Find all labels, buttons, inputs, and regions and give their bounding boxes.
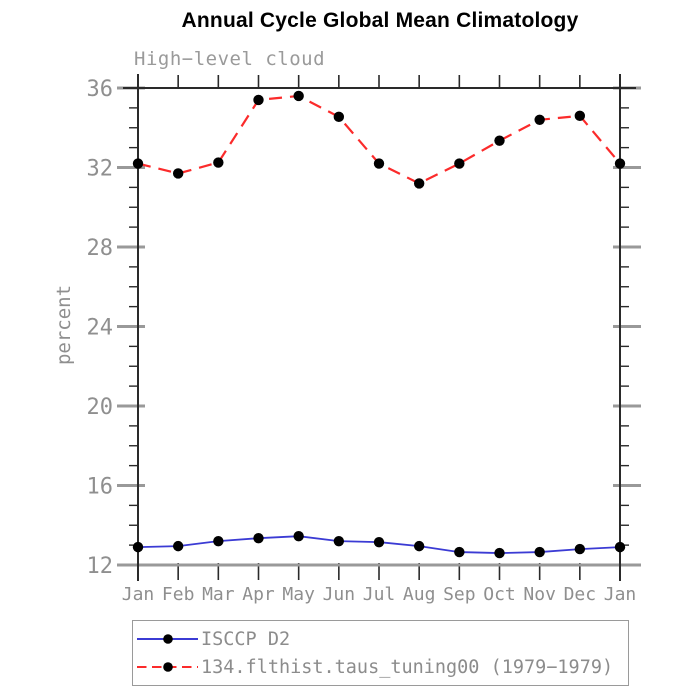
data-point-marker	[454, 546, 465, 558]
x-axis-tick-label: May	[282, 584, 315, 605]
data-point-marker	[172, 540, 184, 552]
data-point-marker	[413, 178, 425, 189]
series-line-1	[137, 94, 621, 185]
data-point-marker	[172, 168, 184, 179]
data-point-marker	[614, 158, 626, 169]
data-point-marker	[373, 158, 385, 169]
data-point-marker	[574, 110, 586, 122]
data-point-marker	[132, 541, 144, 553]
data-point-marker	[213, 535, 224, 547]
y-axis-tick-label: 24	[87, 316, 114, 341]
legend-item-model-run: 134.flthist.taus_tuning00 (1979−1979)	[135, 656, 613, 678]
data-point-marker	[534, 114, 545, 126]
y-axis-tick-label: 28	[87, 236, 114, 261]
legend-dashed-line-icon	[137, 662, 198, 672]
data-point-marker	[293, 530, 304, 542]
x-axis-tick-label: Apr	[242, 584, 275, 605]
data-point-marker	[213, 157, 224, 168]
legend-marker-dot-icon	[163, 634, 173, 644]
y-axis-tick-label: 32	[87, 157, 114, 182]
x-axis-tick-label: Feb	[162, 584, 195, 605]
x-axis-tick-label: Jan	[122, 584, 155, 605]
data-point-marker	[574, 543, 586, 555]
y-axis-tick-label: 16	[87, 475, 114, 500]
x-axis-tick-label: Nov	[523, 584, 556, 605]
legend-label-model-run: 134.flthist.taus_tuning00 (1979−1979)	[201, 656, 614, 678]
y-axis-tick-label: 36	[87, 77, 114, 102]
legend-solid-line-icon	[137, 634, 198, 644]
x-axis-tick-label: Jan	[604, 584, 637, 605]
data-point-marker	[132, 158, 144, 169]
data-point-marker	[293, 90, 304, 102]
data-point-marker	[413, 540, 425, 552]
legend-label-isccp-d2: ISCCP D2	[201, 628, 291, 650]
x-axis-tick-label: Mar	[202, 584, 235, 605]
data-point-marker	[614, 541, 626, 553]
chart-title: Annual Cycle Global Mean Climatology	[181, 9, 579, 32]
data-point-marker	[333, 111, 345, 123]
x-axis-tick-label: Aug	[403, 584, 436, 605]
x-axis-tick-label: Oct	[483, 584, 516, 605]
x-axis-tick-label: Sep	[443, 584, 476, 605]
chart-subtitle: High−level cloud	[134, 48, 326, 70]
data-point-marker	[253, 532, 264, 544]
y-axis-tick-label: 12	[87, 554, 114, 579]
x-axis-tick-label: Dec	[564, 584, 597, 605]
legend-marker-dot-icon	[163, 662, 173, 672]
data-point-marker	[494, 547, 505, 559]
data-point-marker	[454, 158, 465, 169]
data-point-marker	[534, 546, 545, 558]
legend-item-isccp-d2: ISCCP D2	[135, 628, 290, 650]
y-axis-tick-label: 20	[87, 395, 114, 420]
x-axis-tick-label: Jun	[323, 584, 356, 605]
data-point-marker	[373, 536, 385, 548]
y-axis-title: percent	[53, 285, 75, 365]
data-point-marker	[333, 535, 345, 547]
x-axis-tick-label: Jul	[363, 584, 396, 605]
legend: ISCCP D2 134.flthist.taus_tuning00 (1979…	[132, 620, 629, 686]
data-point-marker	[494, 135, 505, 146]
data-point-marker	[253, 94, 264, 106]
